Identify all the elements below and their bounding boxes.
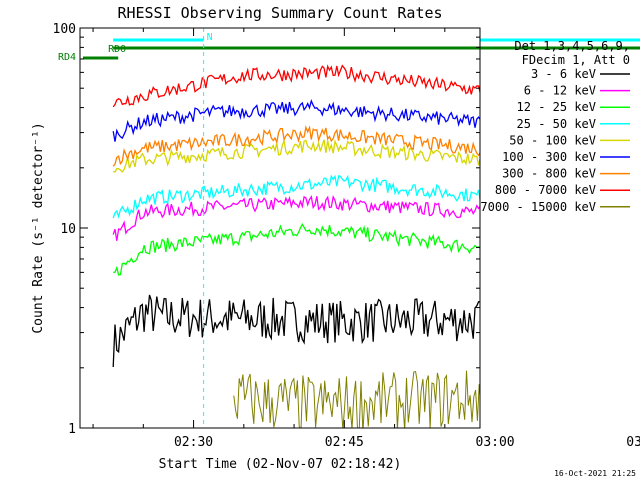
series-line — [233, 370, 480, 428]
x-axis-label: Start Time (02-Nov-07 02:18:42) — [159, 457, 402, 472]
legend-label: 50 - 100 keV — [509, 133, 596, 147]
RD0-label: RD0 — [108, 44, 126, 55]
x-tick-label: 02:30 — [174, 435, 213, 450]
series-300-800-keV — [112, 124, 480, 167]
x-tick-label: 02:45 — [325, 435, 364, 450]
legend-label: 800 - 7000 keV — [495, 183, 596, 197]
x-tick-label: 03:15 — [626, 435, 640, 450]
y-tick-label: 1 — [68, 422, 76, 437]
series-6-12-keV — [112, 194, 480, 241]
annotation-layer: N RD0 RD4 — [58, 28, 640, 428]
series-25-50-keV — [112, 174, 480, 219]
legend-label: 100 - 300 keV — [502, 150, 596, 164]
y-tick-label: 10 — [60, 222, 76, 237]
y-tick-label: 100 — [53, 22, 76, 37]
series-line — [112, 64, 480, 108]
legend-label: 25 - 50 keV — [517, 117, 596, 131]
series-100-300-keV — [112, 99, 480, 142]
legend-header-line-2: FDecim 1, Att 0 — [522, 53, 630, 67]
data-series-layer — [112, 64, 480, 428]
series-800-7000-keV — [112, 64, 480, 108]
x-tick-label: 03:00 — [476, 435, 515, 450]
series-7000-15000-keV — [233, 370, 480, 428]
series-50-100-keV — [112, 138, 480, 173]
series-line — [112, 99, 480, 142]
series-line — [113, 222, 480, 276]
legend-label: 300 - 800 keV — [502, 167, 596, 181]
legend-label: 6 - 12 keV — [524, 84, 596, 98]
N-label: N — [207, 32, 213, 43]
series-line — [112, 124, 480, 167]
RD4-label: RD4 — [58, 52, 76, 63]
legend: Det 1,3,4,5,6,9, FDecim 1, Att 0 3 - 6 k… — [480, 39, 630, 214]
legend-label: 7000 - 15000 keV — [480, 200, 596, 214]
legend-header-line-1: Det 1,3,4,5,6,9, — [514, 39, 630, 53]
generation-timestamp: 16-Oct-2021 21:25 — [554, 469, 636, 478]
series-12-25-keV — [113, 222, 480, 276]
series-line — [112, 138, 480, 173]
legend-label: 12 - 25 keV — [517, 100, 596, 114]
chart-title: RHESSI Observing Summary Count Rates — [117, 4, 442, 22]
series-line — [112, 194, 480, 241]
series-3-6-keV — [112, 294, 480, 368]
series-line — [112, 294, 480, 368]
legend-label: 3 - 6 keV — [531, 67, 596, 81]
y-axis-label: Count Rate (s⁻¹ detector⁻¹) — [31, 122, 46, 333]
y-axis: 1 10 100 — [53, 22, 480, 437]
series-line — [112, 174, 480, 219]
